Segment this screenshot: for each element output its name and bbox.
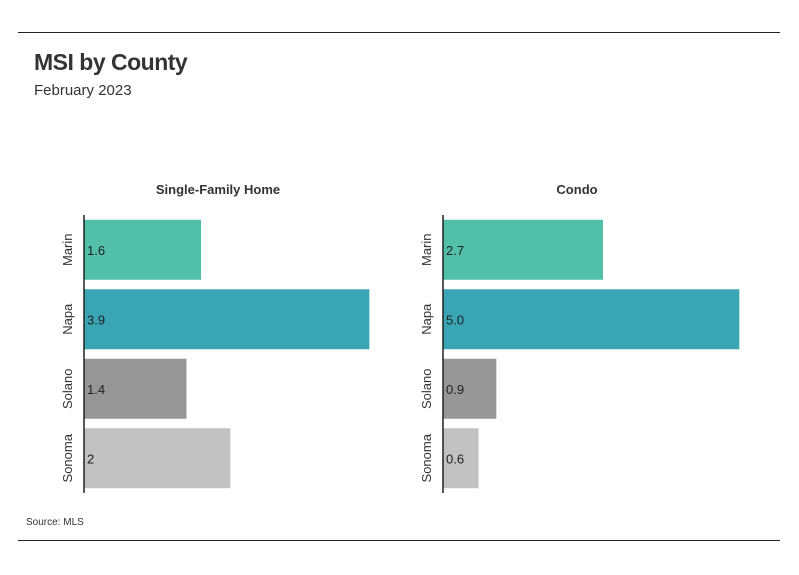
panel-title: Condo <box>556 182 597 197</box>
category-label: Napa <box>419 303 434 335</box>
page-title: MSI by County <box>34 49 188 75</box>
category-label: Marin <box>419 233 434 266</box>
category-label: Sonoma <box>60 433 75 482</box>
panel-title: Single-Family Home <box>156 182 280 197</box>
data-label: 1.6 <box>87 243 105 258</box>
data-label: 0.9 <box>446 382 464 397</box>
data-label: 5.0 <box>446 312 464 327</box>
bar <box>443 289 740 350</box>
top-rule <box>18 32 780 33</box>
data-label: 3.9 <box>87 312 105 327</box>
bar <box>443 219 603 280</box>
category-label: Napa <box>60 303 75 335</box>
data-label: 2.7 <box>446 243 464 258</box>
source-note: Source: MLS <box>26 517 84 528</box>
data-label: 0.6 <box>446 451 464 466</box>
category-label: Sonoma <box>419 433 434 482</box>
page-subtitle: February 2023 <box>34 82 132 99</box>
bar <box>84 358 187 419</box>
category-label: Marin <box>60 233 75 266</box>
bar <box>443 358 497 419</box>
bar <box>84 219 202 280</box>
data-label: 2 <box>87 451 94 466</box>
bar <box>443 428 479 489</box>
category-label: Solano <box>419 369 434 409</box>
data-label: 1.4 <box>87 382 105 397</box>
category-label: Solano <box>60 369 75 409</box>
bottom-rule <box>18 540 780 541</box>
bar <box>84 428 231 489</box>
bar <box>84 289 370 350</box>
